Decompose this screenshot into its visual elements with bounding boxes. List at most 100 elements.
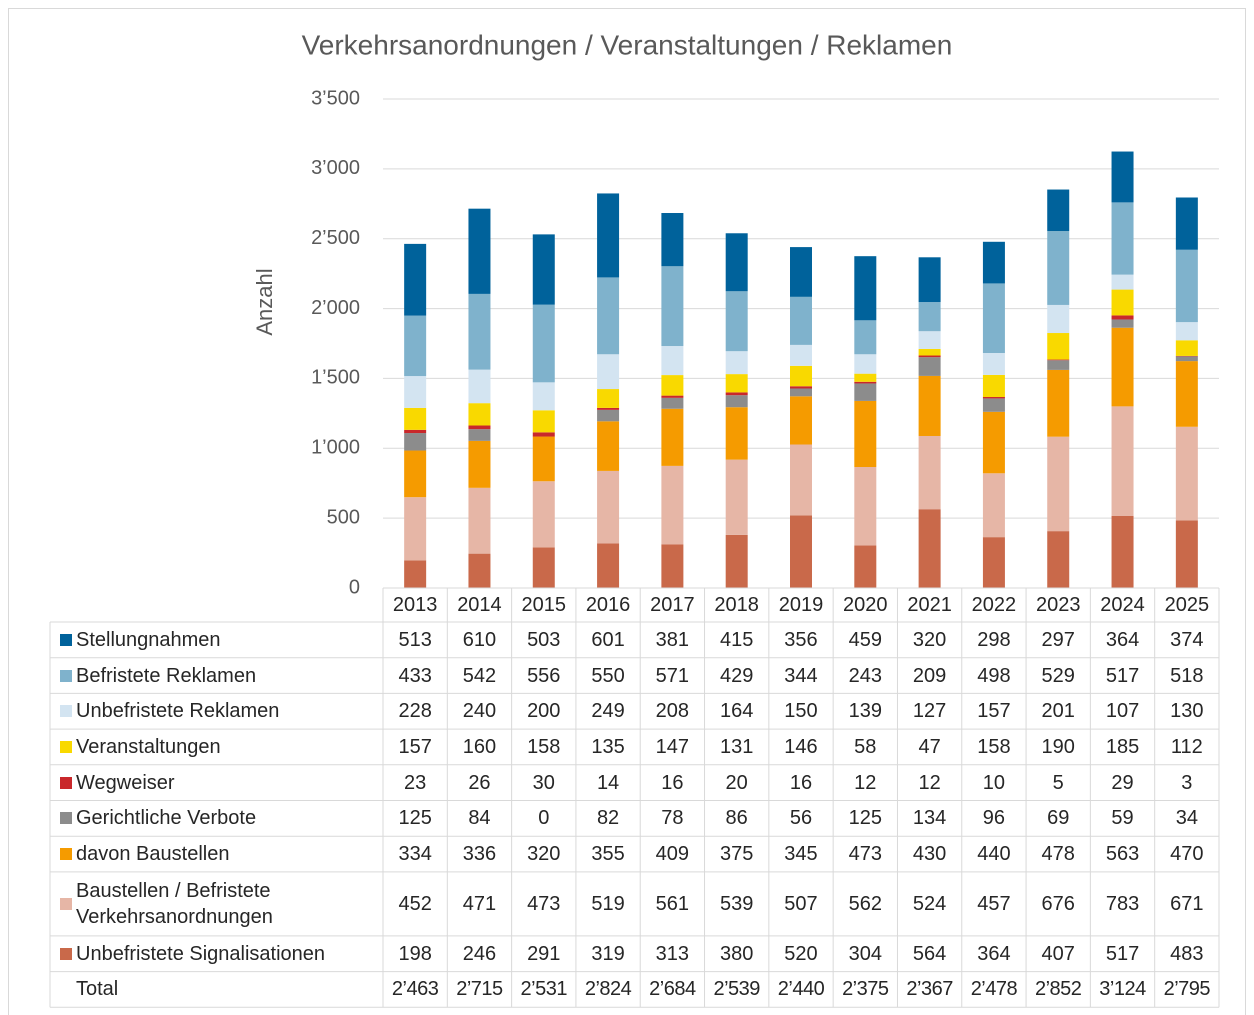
table-value: 20 <box>705 765 769 801</box>
table-value: 542 <box>447 658 511 694</box>
table-value-text: 517 <box>1105 664 1140 687</box>
bar-segment <box>725 392 748 396</box>
table-value: 336 <box>447 836 511 872</box>
table-value: 562 <box>833 872 897 936</box>
table-value: 0 <box>512 801 576 837</box>
table-value-text: 517 <box>1105 942 1140 965</box>
table-value-text: 127 <box>912 700 947 723</box>
y-tick-label: 1’000 <box>311 437 360 459</box>
year-label-text: 2024 <box>1100 594 1145 616</box>
table-value-text: 529 <box>1041 664 1075 687</box>
table-value: 208 <box>640 693 704 729</box>
bar-segment <box>661 213 684 267</box>
bar-segment <box>597 277 620 355</box>
table-value-text: 12 <box>854 771 877 794</box>
table-value: 473 <box>512 872 576 936</box>
bar-segment <box>982 398 1005 412</box>
total-value: 2’824 <box>576 972 640 1008</box>
bar-segment <box>597 389 620 408</box>
legend-text: davon Baustellen <box>76 843 230 866</box>
table-value: 139 <box>833 693 897 729</box>
table-value: 524 <box>897 872 961 936</box>
table-value: 518 <box>1155 658 1219 694</box>
table-value-text: 470 <box>1170 843 1204 866</box>
y-tick-label: 500 <box>327 506 360 528</box>
bar-segment <box>982 537 1005 588</box>
table-value-text: 415 <box>719 628 754 651</box>
total-value-text: 2’852 <box>1034 978 1082 1001</box>
table-value-text: 320 <box>912 628 947 651</box>
table-value-text: 190 <box>1041 735 1075 758</box>
table-value-text: 135 <box>591 735 625 758</box>
table-value: 160 <box>447 729 511 765</box>
bar-segment <box>854 320 877 355</box>
table-value: 415 <box>705 622 769 658</box>
bar-segment <box>1175 197 1198 250</box>
bar-segment <box>1047 189 1070 232</box>
legend-entry: Unbefristete Reklamen <box>50 693 383 729</box>
table-value: 107 <box>1090 693 1154 729</box>
bar-segment <box>597 409 620 422</box>
bar-segment <box>854 467 877 546</box>
table-value-text: 96 <box>982 807 1006 830</box>
legend-text: Unbefristete Signalisationen <box>76 942 326 965</box>
table-value-text: 56 <box>789 807 813 830</box>
year-label: 2014 <box>447 588 511 622</box>
table-value-text: 563 <box>1105 843 1140 866</box>
table-value-text: 158 <box>977 735 1011 758</box>
table-value-text: 157 <box>398 735 432 758</box>
bar-segment <box>1047 369 1070 437</box>
table-value: 409 <box>640 836 704 872</box>
year-label: 2024 <box>1090 588 1154 622</box>
total-value-text: 2’367 <box>906 978 953 1001</box>
table-value-text: 160 <box>462 735 497 758</box>
year-label: 2017 <box>640 588 704 622</box>
bar-segment <box>854 354 877 374</box>
table-value: 356 <box>769 622 833 658</box>
table-value-text: 291 <box>527 942 561 965</box>
year-label-text: 2022 <box>971 594 1017 616</box>
legend-key <box>60 740 72 753</box>
year-label: 2019 <box>769 588 833 622</box>
table-value-text: 429 <box>719 664 754 687</box>
bar-segment <box>918 509 941 588</box>
legend-key <box>60 705 72 718</box>
table-value-text: 561 <box>655 892 690 915</box>
bar-segment <box>532 432 555 437</box>
table-value-text: 407 <box>1041 942 1075 965</box>
table-value-text: 539 <box>719 892 754 915</box>
table-value-text: 375 <box>719 843 754 866</box>
table-value: 150 <box>769 693 833 729</box>
table-value: 429 <box>705 658 769 694</box>
table-value: 147 <box>640 729 704 765</box>
bar-segment <box>597 421 620 471</box>
total-value: 2’715 <box>447 972 511 1008</box>
bar-segment <box>597 470 620 544</box>
table-value: 78 <box>640 801 704 837</box>
year-label-text: 2025 <box>1164 594 1210 616</box>
bar-segment <box>790 247 812 297</box>
bar-segment <box>468 440 491 488</box>
table-value: 125 <box>833 801 897 837</box>
table-value: 676 <box>1026 872 1090 936</box>
bar-segment <box>597 543 620 588</box>
table-value: 601 <box>576 622 640 658</box>
year-label-text: 2018 <box>714 594 759 616</box>
bar-segment <box>790 344 812 366</box>
table-value-text: 125 <box>398 807 432 830</box>
year-label-text: 2023 <box>1035 594 1081 616</box>
table-value: 12 <box>833 765 897 801</box>
table-value: 313 <box>640 936 704 972</box>
table-value-text: 198 <box>398 942 432 965</box>
table-value-text: 58 <box>854 735 877 758</box>
table-value: 671 <box>1155 872 1219 936</box>
bar-segment <box>790 296 812 345</box>
table-value: 517 <box>1090 658 1154 694</box>
table-value-text: 334 <box>398 843 432 866</box>
bar-segment <box>790 365 812 387</box>
table-value: 503 <box>512 622 576 658</box>
bar-segment <box>1047 436 1070 532</box>
legend-text: Baustellen / Befristete Verkehrsanordnun… <box>76 879 273 928</box>
bar-segment <box>1111 406 1134 516</box>
